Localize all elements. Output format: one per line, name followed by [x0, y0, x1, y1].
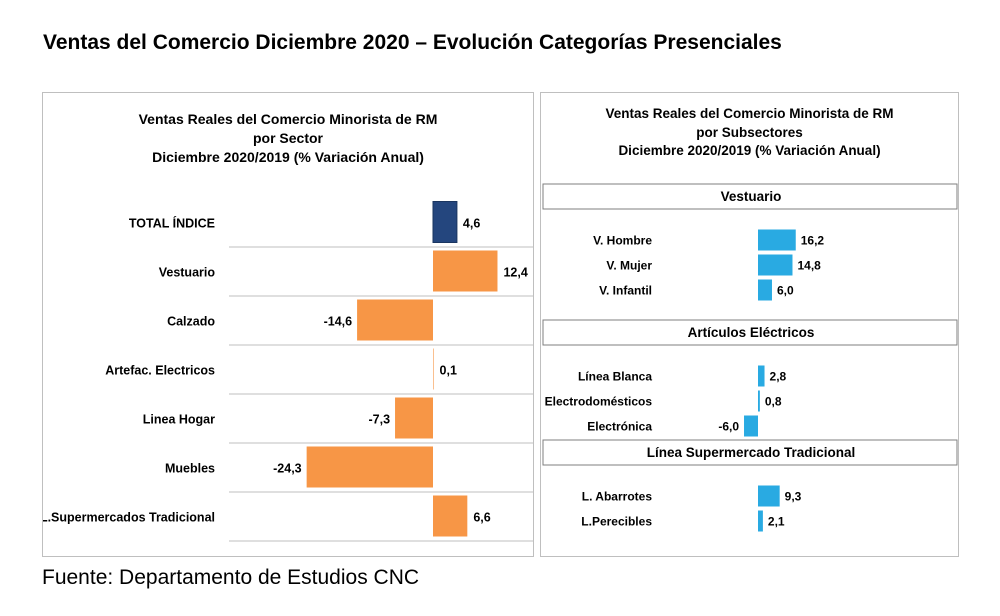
subsector-value-label: 2,1: [768, 515, 785, 529]
subsector-category-label: Electrónica: [587, 420, 652, 434]
subsector-group-title: Artículos Eléctricos: [688, 325, 815, 340]
subsector-value-label: 0,8: [765, 395, 782, 409]
subsector-value-label: 6,0: [777, 284, 794, 298]
subsector-chart-title-line-2: por Subsectores: [696, 124, 803, 140]
subsector-value-label: 14,8: [797, 259, 821, 273]
subsector-category-label: V. Infantil: [599, 284, 652, 298]
sector-value-label: -7,3: [368, 413, 390, 427]
source-note: Fuente: Departamento de Estudios CNC: [42, 566, 420, 589]
sector-chart-title: Ventas Reales del Comercio Minorista de …: [43, 110, 533, 167]
sector-value-label: 12,4: [503, 266, 527, 280]
sector-category-label: L.Supermercados Tradicional: [43, 511, 215, 525]
sector-bar: [433, 250, 498, 292]
sector-category-label: Calzado: [167, 315, 215, 329]
subsector-bar: [758, 485, 780, 507]
sector-category-label: TOTAL ÍNDICE: [129, 216, 215, 231]
subsector-group-title: Vestuario: [721, 189, 782, 204]
sector-bar: [306, 446, 433, 488]
subsector-chart-title-line-1: Ventas Reales del Comercio Minorista de …: [605, 106, 894, 121]
subsector-bar: [758, 510, 763, 532]
subsector-value-label: -6,0: [718, 420, 739, 434]
sector-chart-title-line-1: Ventas Reales del Comercio Minorista de …: [138, 111, 438, 127]
sector-bar: [395, 397, 433, 439]
subsector-group-header: [542, 439, 958, 466]
subsector-bar-chart: Vestuario V. Hombre 16,2 V. Mujer 14,8 V. Inf…: [542, 183, 958, 532]
subsector-bar: [758, 254, 793, 276]
subsector-value-label: 9,3: [785, 490, 802, 504]
sector-chart-title-line-3: Diciembre 2020/2019 (% Variación Anual): [152, 149, 424, 165]
sector-bar-chart: TOTAL ÍNDICE 4,6 Vestuario 12,4 Calzado -14,6…: [43, 201, 533, 542]
sector-category-label: Artefac. Electricos: [105, 364, 215, 378]
sector-value-label: -24,3: [273, 462, 302, 476]
subsector-group-header: [542, 183, 958, 210]
subsector-category-label: L.Perecibles: [581, 515, 652, 529]
subsector-bar: [758, 279, 772, 301]
subsector-category-label: L. Abarrotes: [582, 490, 653, 504]
subsector-bar: [758, 229, 796, 251]
subsector-category-label: Electrodomésticos: [545, 395, 653, 409]
subsector-category-label: V. Mujer: [606, 259, 652, 273]
sector-category-label: Linea Hogar: [143, 413, 215, 427]
subsector-value-label: 2,8: [770, 370, 787, 384]
subsector-chart-title-line-3: Diciembre 2020/2019 (% Variación Anual): [618, 143, 881, 158]
sector-value-label: 6,6: [473, 511, 490, 525]
sector-chart-title-line-2: por Sector: [252, 130, 323, 146]
subsector-group-header: [542, 319, 958, 346]
sector-category-label: Muebles: [165, 462, 215, 476]
sector-bar: [432, 201, 458, 243]
subsector-category-label: V. Hombre: [593, 234, 652, 248]
sector-bar: [433, 348, 434, 390]
subsector-value-label: 16,2: [801, 234, 825, 248]
sector-value-label: 4,6: [463, 217, 480, 231]
subsector-chart-title: Ventas Reales del Comercio Minorista de …: [541, 105, 958, 161]
subsector-chart-panel: Ventas Reales del Comercio Minorista de …: [540, 92, 959, 557]
sector-chart-panel: Ventas Reales del Comercio Minorista de …: [42, 92, 534, 557]
page-title: Ventas del Comercio Diciembre 2020 – Evo…: [43, 31, 782, 54]
subsector-bar: [744, 415, 758, 437]
sector-bar: [433, 495, 468, 537]
subsector-bar: [758, 365, 765, 387]
sector-value-label: 0,1: [440, 364, 457, 378]
subsector-group-title: Línea Supermercado Tradicional: [647, 445, 856, 460]
sector-bar: [357, 299, 433, 341]
sector-value-label: -14,6: [324, 315, 353, 329]
subsector-category-label: Línea Blanca: [578, 370, 652, 384]
subsector-bar: [758, 390, 760, 412]
sector-category-label: Vestuario: [159, 266, 216, 280]
